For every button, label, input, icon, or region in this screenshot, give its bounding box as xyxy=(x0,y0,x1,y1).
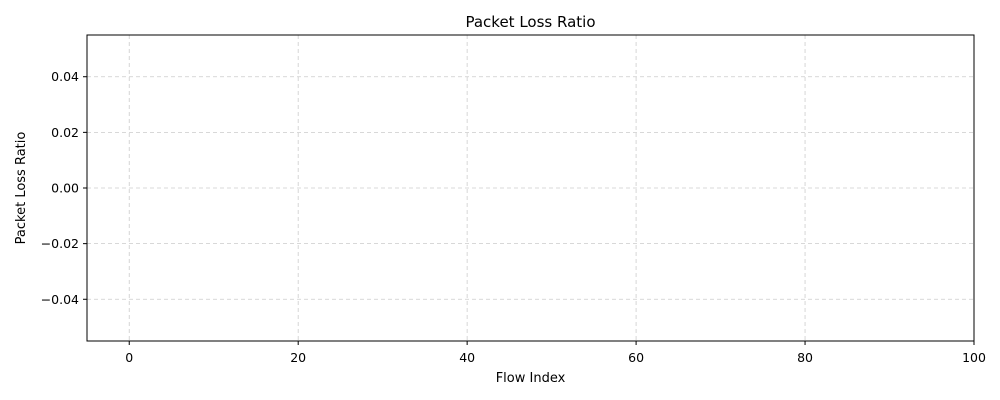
y-tick-label: 0.04 xyxy=(51,69,79,84)
grid xyxy=(87,35,975,341)
x-tick-label: 80 xyxy=(797,350,813,365)
x-tick-label: 60 xyxy=(628,350,644,365)
y-axis-label: Packet Loss Ratio xyxy=(14,132,29,245)
y-ticks: 0.04 0.02 0.00 −0.02 −0.04 xyxy=(41,69,87,307)
y-tick-label: 0.02 xyxy=(51,125,79,140)
x-tick-label: 0 xyxy=(125,350,133,365)
x-axis-label: Flow Index xyxy=(496,371,566,386)
y-tick-label: 0.00 xyxy=(51,181,79,196)
x-tick-label: 100 xyxy=(962,350,986,365)
y-tick-label: −0.02 xyxy=(41,236,79,251)
chart-title: Packet Loss Ratio xyxy=(465,13,595,31)
x-ticks: 0 20 40 60 80 100 xyxy=(125,341,986,365)
y-tick-label: −0.04 xyxy=(41,292,79,307)
x-tick-label: 40 xyxy=(459,350,475,365)
x-tick-label: 20 xyxy=(290,350,306,365)
